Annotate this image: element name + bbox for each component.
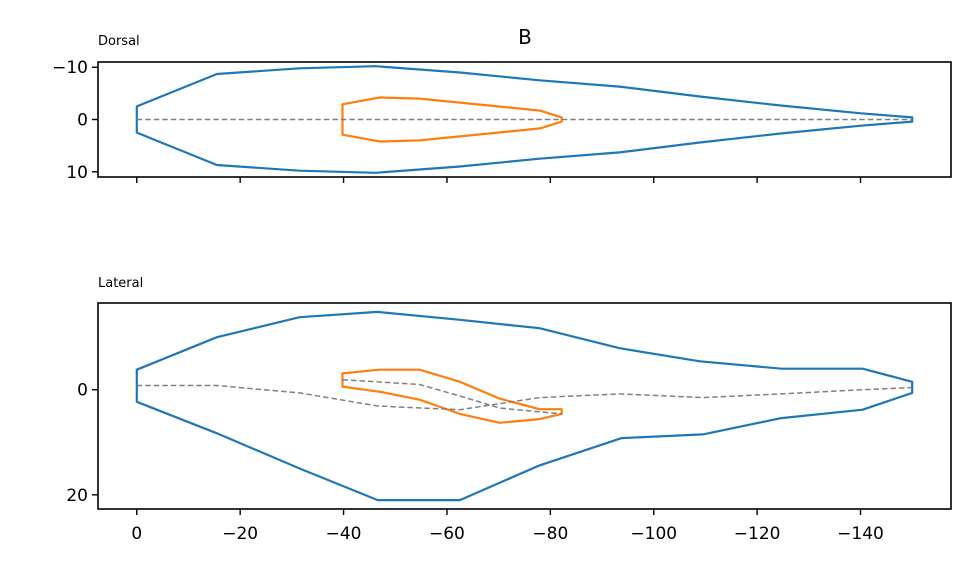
lateral-xtick-label: 0 [131, 524, 142, 544]
lateral-series-outline [135, 310, 914, 502]
dorsal-ytick-label: −10 [52, 58, 88, 78]
lateral-xtick-label: −40 [326, 524, 362, 544]
lateral-axes-frame [97, 302, 952, 510]
lateral-xtick-label: −100 [630, 524, 677, 544]
dorsal-ytick-label: 10 [66, 163, 88, 183]
dorsal-series-inner [341, 96, 563, 143]
lateral-xtick-label: −80 [532, 524, 568, 544]
dorsal-axes: B Dorsal −10 0 10 [52, 25, 952, 183]
lateral-series-inner [341, 368, 563, 424]
dorsal-axes-frame [97, 61, 952, 178]
lateral-xtick-label: −60 [429, 524, 465, 544]
figure-title: B [518, 25, 532, 49]
lateral-series-midline [136, 384, 913, 411]
lateral-axes: Lateral 0 −20 −40 −60 −80 −100 −120 −140 0 20 [66, 276, 952, 544]
lateral-xtick-label: −140 [837, 524, 884, 544]
lateral-subtitle: Lateral [98, 276, 143, 291]
lateral-ytick-label: 20 [66, 486, 88, 506]
dorsal-subtitle: Dorsal [98, 34, 140, 49]
dorsal-series-outline [135, 65, 914, 174]
lateral-xtick-label: −20 [222, 524, 258, 544]
lateral-series-inner-midline [342, 378, 562, 415]
dorsal-ytick-label: 0 [77, 111, 88, 131]
lateral-xtick-label: −120 [734, 524, 781, 544]
lateral-ytick-label: 0 [77, 381, 88, 401]
